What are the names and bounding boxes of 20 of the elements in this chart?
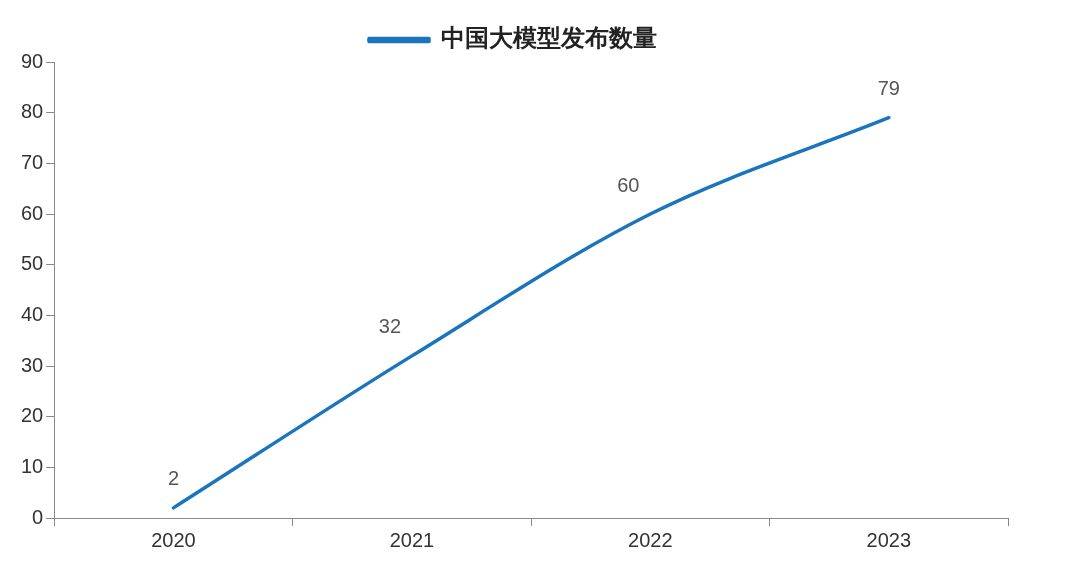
y-tick-label: 30 bbox=[21, 353, 44, 376]
y-tick-label: 50 bbox=[21, 252, 44, 275]
data-label: 2 bbox=[167, 467, 180, 490]
y-tick-label: 80 bbox=[21, 100, 44, 123]
data-label: 60 bbox=[617, 173, 640, 196]
x-tick-label: 2020 bbox=[151, 528, 196, 551]
data-label: 79 bbox=[877, 77, 900, 100]
x-tick-label: 2021 bbox=[389, 528, 435, 551]
x-tick-label: 2023 bbox=[866, 528, 912, 551]
y-tick-label: 40 bbox=[21, 302, 44, 325]
data-label: 32 bbox=[378, 315, 402, 338]
y-tick-label: 90 bbox=[21, 49, 44, 72]
y-tick-label: 10 bbox=[21, 454, 44, 477]
x-tick-label: 2022 bbox=[628, 528, 673, 551]
y-tick-label: 0 bbox=[32, 505, 44, 528]
y-tick-label: 20 bbox=[21, 404, 44, 427]
line-series bbox=[171, 115, 891, 510]
y-tick-label: 60 bbox=[21, 201, 44, 224]
y-tick-label: 70 bbox=[21, 150, 44, 173]
legend-label: 中国大模型发布数量 bbox=[441, 24, 657, 53]
